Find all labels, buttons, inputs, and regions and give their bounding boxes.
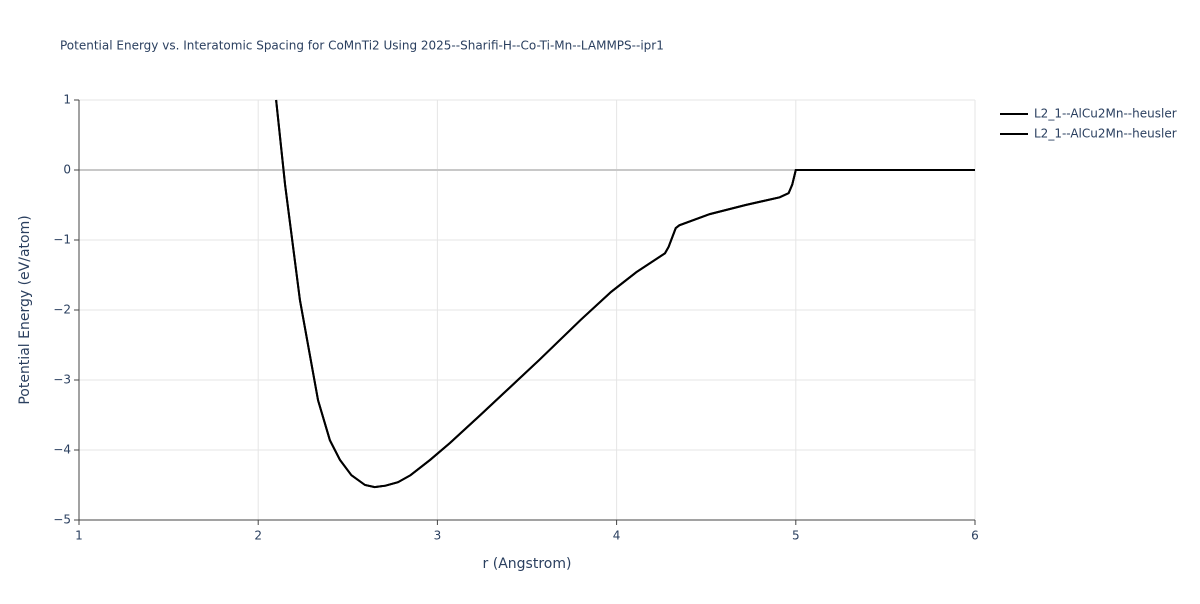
legend-label: L2_1--AlCu2Mn--heusler — [1034, 127, 1177, 141]
legend-label: L2_1--AlCu2Mn--heusler — [1034, 107, 1177, 121]
x-tick-label: 2 — [254, 529, 262, 543]
x-tick-label: 4 — [613, 529, 621, 543]
data-line — [275, 99, 975, 489]
y-tick-label: 1 — [63, 93, 71, 107]
x-tick-label: 5 — [792, 529, 800, 543]
y-tick-label: −4 — [53, 443, 71, 457]
y-tick-label: −1 — [53, 233, 71, 247]
x-tick-label: 6 — [971, 529, 979, 543]
data-line — [275, 99, 975, 489]
y-tick-label: −5 — [53, 513, 71, 527]
y-tick-label: −2 — [53, 303, 71, 317]
y-tick-label: 0 — [63, 163, 71, 177]
x-tick-label: 3 — [434, 529, 442, 543]
chart-title: Potential Energy vs. Interatomic Spacing… — [60, 39, 664, 53]
x-axis-title: r (Angstrom) — [483, 556, 572, 572]
x-tick-label: 1 — [75, 529, 83, 543]
y-axis-title: Potential Energy (eV/atom) — [17, 215, 33, 404]
y-tick-label: −3 — [53, 373, 71, 387]
